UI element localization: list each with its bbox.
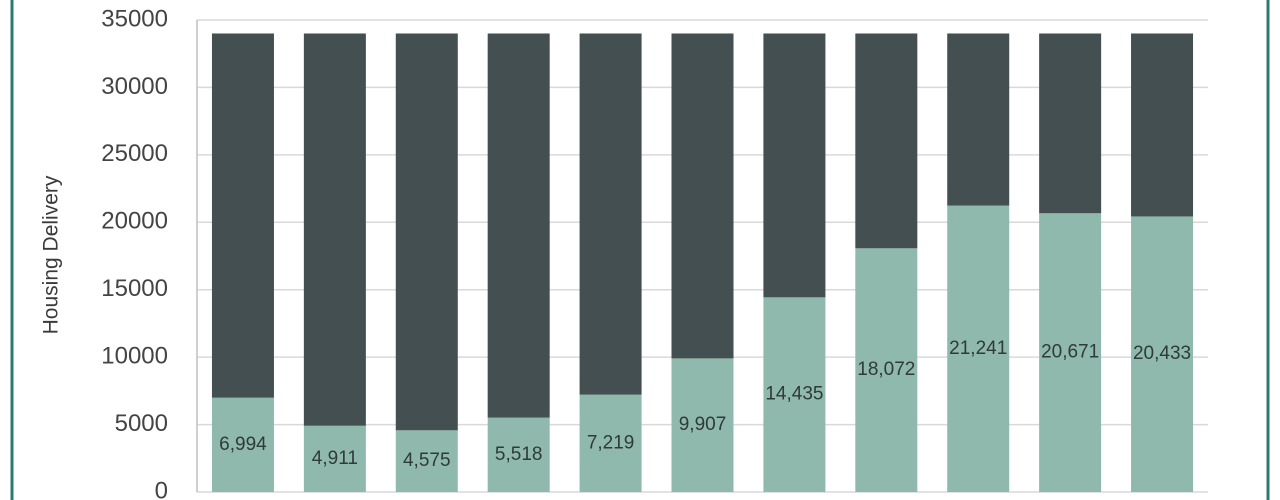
value-label: 6,994	[219, 434, 267, 455]
bar-segment	[303, 33, 366, 426]
y-tick-label: 5000	[115, 410, 168, 437]
value-label: 7,219	[587, 432, 635, 453]
bar-segment	[1039, 33, 1102, 214]
bar-segment	[579, 33, 642, 395]
bar-segment	[579, 394, 642, 492]
value-label: 21,241	[949, 338, 1007, 359]
value-label: 9,907	[679, 414, 727, 435]
value-label: 18,072	[857, 359, 915, 380]
bar-segment	[671, 33, 734, 359]
bar-segment	[947, 205, 1010, 493]
bar-segment	[947, 33, 1010, 206]
bar-segment	[671, 358, 734, 492]
bar-segment	[1131, 216, 1194, 492]
value-label: 20,433	[1133, 343, 1191, 364]
value-label: 4,575	[403, 450, 451, 471]
bar-segment	[763, 33, 826, 298]
bar-segment	[487, 33, 550, 418]
bar-segment	[1039, 213, 1102, 492]
y-tick-label: 25000	[101, 140, 168, 167]
frame	[10, 0, 1270, 500]
bar-segment	[303, 425, 366, 492]
value-label: 20,671	[1041, 342, 1099, 363]
y-tick-label: 35000	[101, 5, 168, 32]
y-tick-label: 20000	[101, 208, 168, 235]
value-label: 5,518	[495, 444, 543, 465]
y-tick-label: 30000	[101, 73, 168, 100]
value-label: 4,911	[312, 448, 358, 469]
bar-segment	[211, 33, 274, 398]
bar-segment	[855, 33, 918, 249]
bar-segment	[487, 417, 550, 492]
y-tick-label: 10000	[101, 342, 168, 369]
bar-segment	[211, 397, 274, 492]
bar-segment	[855, 248, 918, 492]
y-axis-label: Housing Delivery	[40, 175, 63, 334]
value-label: 14,435	[765, 384, 823, 405]
bar-segment	[395, 430, 458, 492]
bar-segment	[763, 297, 826, 492]
y-tick-label: 0	[155, 477, 168, 500]
y-tick-label: 15000	[101, 275, 168, 302]
bar-segment	[1131, 33, 1194, 217]
bar-segment	[395, 33, 458, 431]
